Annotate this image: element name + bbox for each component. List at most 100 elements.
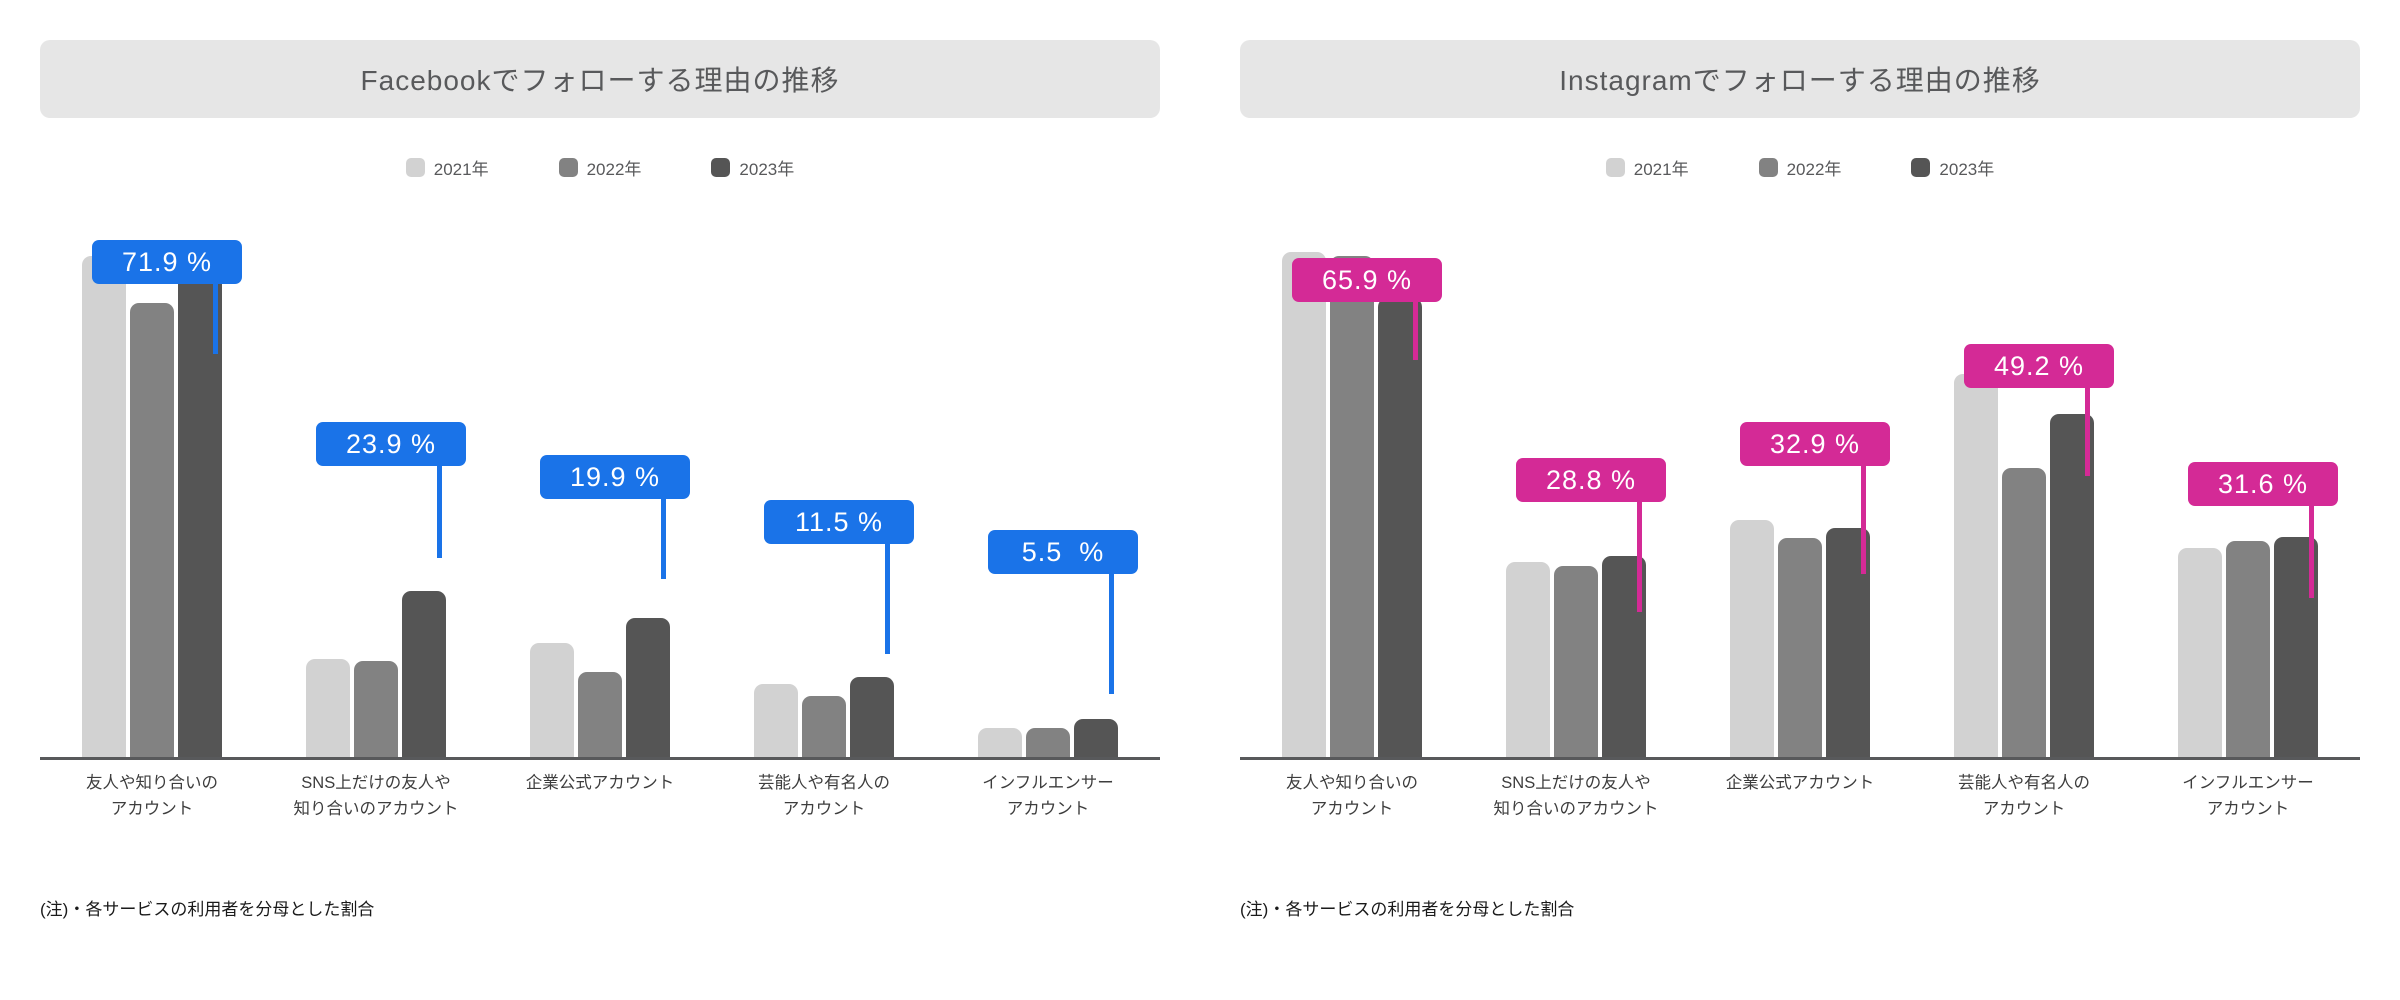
bar-group: 19.9 % <box>488 200 712 757</box>
legend-item-2022[interactable]: 2022年 <box>1758 155 1841 180</box>
bar-2021年[interactable] <box>1730 520 1774 757</box>
x-axis-label: SNS上だけの友人や 知り合いのアカウント <box>264 770 488 823</box>
bar-group: 65.9 % <box>1240 200 1464 757</box>
x-axis-label: 企業公式アカウント <box>488 770 712 823</box>
legend-instagram: 2021年 2022年 2023年 <box>1240 150 2360 184</box>
x-axis-label: 芸能人や有名人の アカウント <box>1912 770 2136 823</box>
bar-group: 28.8 % <box>1464 200 1688 757</box>
bar-2021年[interactable] <box>1506 562 1550 757</box>
bar-2022年[interactable] <box>130 303 174 757</box>
legend-swatch-2022-icon <box>558 157 578 177</box>
bar-2023年[interactable] <box>850 676 894 757</box>
x-axis-label-line: SNS上だけの友人や <box>301 774 451 792</box>
legend-swatch-2023-icon <box>711 157 731 177</box>
bar-2021年[interactable] <box>1282 252 1326 757</box>
x-axis-labels-instagram: 友人や知り合いの アカウント SNS上だけの友人や 知り合いのアカウント 企業公式アカウ… <box>1240 770 2360 823</box>
legend-label-2022: 2022年 <box>586 159 642 179</box>
bar-2023年[interactable] <box>178 256 222 757</box>
bar-2021年[interactable] <box>1954 374 1998 757</box>
bar-cluster <box>306 200 446 757</box>
bar-2021年[interactable] <box>2178 548 2222 757</box>
bar-2022年[interactable] <box>802 695 846 757</box>
x-axis-label-line: 芸能人や有名人の <box>758 774 890 792</box>
bar-2022年[interactable] <box>1554 565 1598 757</box>
x-axis-label-line: 企業公式アカウント <box>525 774 675 792</box>
bar-2023年[interactable] <box>2274 537 2318 757</box>
page-title-instagram: Instagramでフォローする理由の推移 <box>1559 65 2041 96</box>
footnote-facebook: (注)・各サービスの利用者を分母とした割合 <box>40 900 375 919</box>
legend-label-2021: 2021年 <box>1633 159 1689 179</box>
bar-2021年[interactable] <box>82 255 126 757</box>
bar-2021年[interactable] <box>754 683 798 757</box>
bar-group: 11.5 % <box>712 200 936 757</box>
x-axis-label: インフルエンサー アカウント <box>2136 770 2360 823</box>
bar-2023年[interactable] <box>626 618 670 757</box>
x-axis-label: 企業公式アカウント <box>1688 770 1912 823</box>
bar-cluster <box>530 200 670 757</box>
bar-2022年[interactable] <box>354 660 398 757</box>
bar-cluster <box>2178 200 2318 757</box>
x-axis-label-line: アカウント <box>110 800 194 819</box>
legend-item-2021[interactable]: 2021年 <box>1605 155 1689 180</box>
x-axis-label-line: 企業公式アカウント <box>1725 774 1875 792</box>
x-axis-label: インフルエンサー アカウント <box>936 770 1160 823</box>
bar-2021年[interactable] <box>530 642 574 757</box>
legend-item-2021[interactable]: 2021年 <box>405 155 489 180</box>
x-axis-label-line: 知り合いのアカウント <box>293 800 459 819</box>
legend-swatch-2021-icon <box>1605 157 1625 177</box>
bar-2022年[interactable] <box>578 672 622 757</box>
bar-2022年[interactable] <box>1330 255 1374 757</box>
x-axis-label-line: 友人や知り合いの <box>1286 774 1418 792</box>
bar-2022年[interactable] <box>1778 537 1822 757</box>
x-axis-label-line: 友人や知り合いの <box>86 774 218 792</box>
x-axis-label-line: アカウント <box>1006 800 1090 819</box>
x-axis-label: 芸能人や有名人の アカウント <box>712 770 936 823</box>
bar-2023年[interactable] <box>2050 414 2094 757</box>
bar-2023年[interactable] <box>1826 527 1870 757</box>
bar-2022年[interactable] <box>2002 468 2046 757</box>
legend-item-2023[interactable]: 2023年 <box>711 155 794 180</box>
bar-2023年[interactable] <box>1074 718 1118 757</box>
bar-cluster <box>82 200 222 757</box>
x-axis-label-line: インフルエンサー <box>2182 774 2314 792</box>
legend-label-2021: 2021年 <box>433 159 489 179</box>
bar-group: 32.9 % <box>1688 200 1912 757</box>
bar-2021年[interactable] <box>306 658 350 757</box>
bar-2022年[interactable] <box>2226 541 2270 757</box>
bar-cluster <box>978 200 1118 757</box>
bar-2023年[interactable] <box>402 590 446 757</box>
legend-swatch-2021-icon <box>405 157 425 177</box>
bar-2023年[interactable] <box>1602 556 1646 757</box>
plot-area-facebook: 71.9 % 23.9 % 19.9 % 11.5 % 5.5 % <box>40 200 1160 760</box>
bar-group: 23.9 % <box>264 200 488 757</box>
bar-2022年[interactable] <box>1026 728 1070 757</box>
bar-group: 5.5 % <box>936 200 1160 757</box>
bar-group: 71.9 % <box>40 200 264 757</box>
legend-item-2022[interactable]: 2022年 <box>558 155 642 180</box>
x-axis-label-line: インフルエンサー <box>982 774 1114 792</box>
page-title-facebook: Facebookでフォローする理由の推移 <box>360 65 840 96</box>
chart-title-bar-instagram: Instagramでフォローする理由の推移 <box>1240 40 2360 118</box>
x-axis-label-line: 知り合いのアカウント <box>1493 800 1659 819</box>
plot-area-instagram: 65.9 % 28.8 % 32.9 % 49.2 % 31.6 % <box>1240 200 2360 760</box>
bar-2021年[interactable] <box>978 728 1022 757</box>
x-axis-label: 友人や知り合いの アカウント <box>40 770 264 823</box>
x-axis-label: SNS上だけの友人や 知り合いのアカウント <box>1464 770 1688 823</box>
x-axis-label-line: アカウント <box>2206 800 2290 819</box>
bar-cluster <box>1730 200 1870 757</box>
bar-groups-facebook: 71.9 % 23.9 % 19.9 % 11.5 % 5.5 % <box>40 200 1160 757</box>
x-axis-label-line: アカウント <box>1982 800 2066 819</box>
bar-group: 31.6 % <box>2136 200 2360 757</box>
x-axis-label-line: 芸能人や有名人の <box>1958 774 2090 792</box>
panel-instagram: Instagramでフォローする理由の推移 2021年 2022年 2023年 … <box>1200 0 2400 1000</box>
x-axis-label-line: SNS上だけの友人や <box>1501 774 1651 792</box>
legend-item-2023[interactable]: 2023年 <box>1911 155 1994 180</box>
bar-cluster <box>1954 200 2094 757</box>
legend-label-2023: 2023年 <box>739 159 795 179</box>
x-axis-line <box>40 757 1160 760</box>
bar-2023年[interactable] <box>1378 298 1422 757</box>
bar-cluster <box>1282 200 1422 757</box>
x-axis-label-line: アカウント <box>1310 800 1394 819</box>
legend-facebook: 2021年 2022年 2023年 <box>40 150 1160 184</box>
